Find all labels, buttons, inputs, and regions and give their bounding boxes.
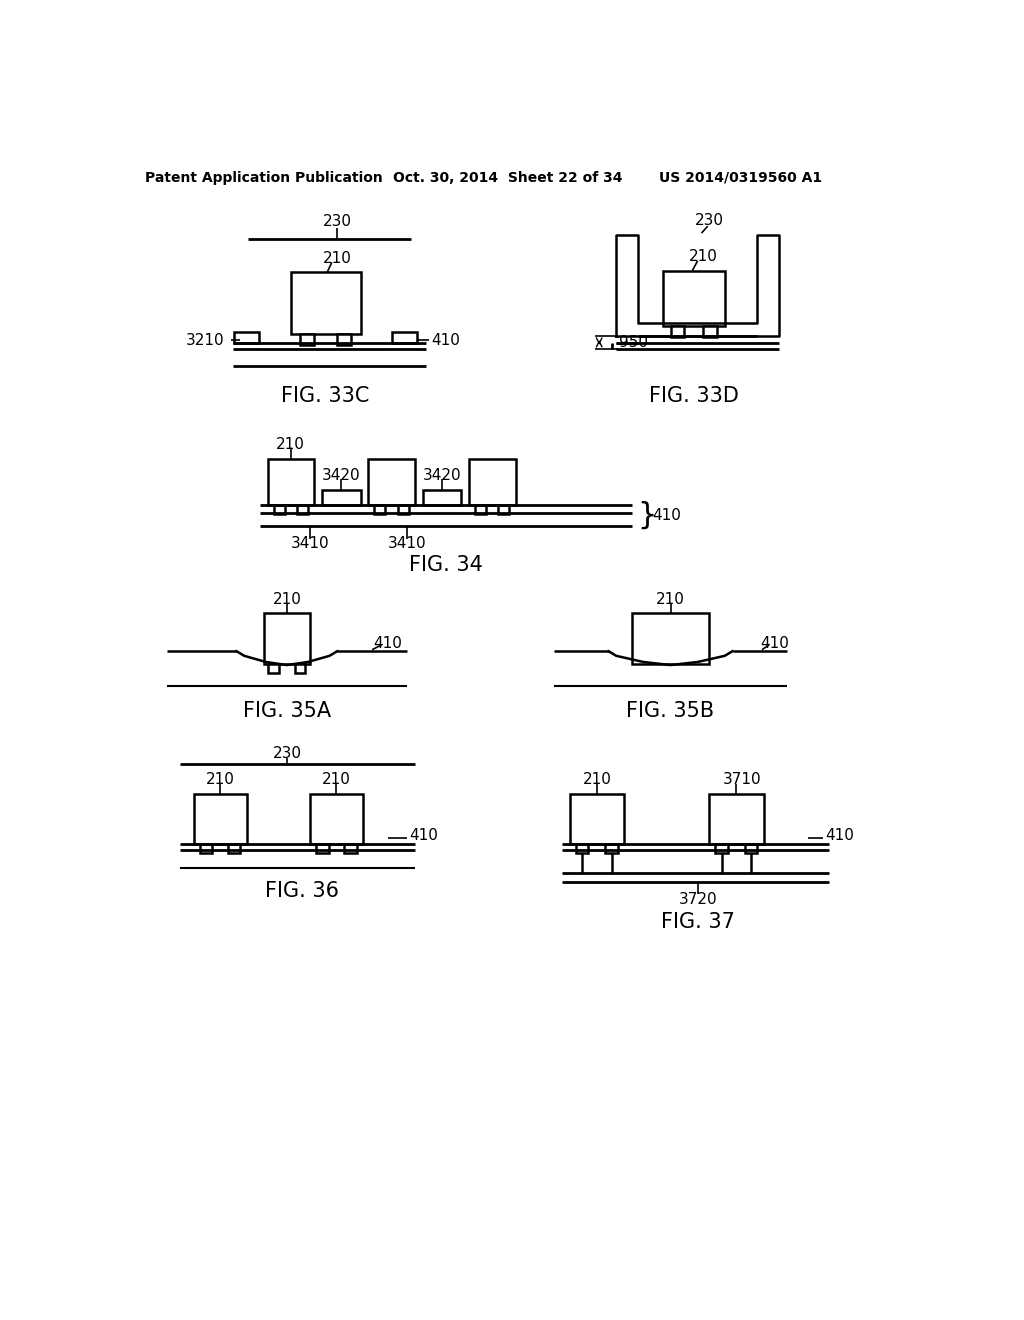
- Bar: [716, 843, 728, 853]
- Bar: [344, 843, 356, 853]
- Text: FIG. 35A: FIG. 35A: [243, 701, 331, 721]
- Text: 3710: 3710: [723, 772, 762, 787]
- Bar: [234, 333, 259, 343]
- Bar: [194, 793, 247, 843]
- Bar: [569, 793, 624, 843]
- Text: Oct. 30, 2014  Sheet 22 of 34: Oct. 30, 2014 Sheet 22 of 34: [393, 170, 623, 185]
- Text: 210: 210: [656, 593, 685, 607]
- Bar: [475, 506, 486, 515]
- Bar: [291, 272, 360, 334]
- Bar: [605, 843, 617, 853]
- Bar: [273, 506, 285, 515]
- Bar: [267, 459, 314, 506]
- Text: 410: 410: [410, 829, 438, 843]
- Text: 210: 210: [206, 772, 234, 787]
- Bar: [575, 843, 589, 853]
- Bar: [703, 326, 717, 337]
- Text: 230: 230: [272, 746, 301, 762]
- Bar: [397, 506, 409, 515]
- Text: 210: 210: [322, 772, 351, 787]
- Bar: [228, 843, 241, 853]
- Bar: [316, 843, 329, 853]
- Text: 210: 210: [583, 772, 611, 787]
- Text: 3410: 3410: [291, 536, 330, 550]
- Text: 950: 950: [618, 335, 647, 350]
- Text: 230: 230: [323, 214, 352, 230]
- Bar: [744, 843, 758, 853]
- Bar: [423, 490, 461, 506]
- Bar: [310, 793, 362, 843]
- Bar: [375, 506, 385, 515]
- Text: FIG. 36: FIG. 36: [265, 882, 339, 902]
- Bar: [263, 614, 310, 664]
- Text: 3420: 3420: [322, 469, 360, 483]
- Bar: [322, 490, 360, 506]
- Bar: [337, 334, 351, 345]
- Text: 210: 210: [272, 593, 301, 607]
- Bar: [300, 334, 314, 345]
- Bar: [671, 326, 684, 337]
- Text: FIG. 35B: FIG. 35B: [627, 701, 715, 721]
- Text: 3210: 3210: [186, 333, 225, 347]
- Text: 210: 210: [323, 251, 351, 267]
- Text: 3410: 3410: [388, 536, 426, 550]
- Text: 210: 210: [688, 249, 718, 264]
- Bar: [200, 843, 212, 853]
- Text: 3720: 3720: [678, 891, 717, 907]
- Text: US 2014/0319560 A1: US 2014/0319560 A1: [658, 170, 822, 185]
- Bar: [499, 506, 509, 515]
- Bar: [710, 793, 764, 843]
- Text: 210: 210: [276, 437, 305, 453]
- Bar: [632, 614, 710, 664]
- Text: FIG. 33D: FIG. 33D: [649, 385, 738, 405]
- Text: FIG. 33C: FIG. 33C: [282, 385, 370, 405]
- Bar: [663, 271, 725, 326]
- Text: FIG. 34: FIG. 34: [409, 554, 482, 576]
- Text: FIG. 37: FIG. 37: [660, 912, 734, 932]
- Text: 410: 410: [373, 636, 402, 651]
- Text: 3420: 3420: [423, 469, 461, 483]
- Bar: [369, 459, 415, 506]
- Text: 410: 410: [431, 333, 460, 347]
- Bar: [392, 333, 417, 343]
- Text: 230: 230: [694, 213, 724, 227]
- Bar: [295, 664, 305, 673]
- Text: 410: 410: [761, 636, 790, 651]
- Text: 410: 410: [652, 508, 682, 523]
- Text: Patent Application Publication: Patent Application Publication: [144, 170, 383, 185]
- Text: 410: 410: [825, 829, 854, 843]
- Bar: [268, 664, 280, 673]
- Text: }: }: [637, 502, 656, 531]
- Bar: [297, 506, 308, 515]
- Bar: [469, 459, 515, 506]
